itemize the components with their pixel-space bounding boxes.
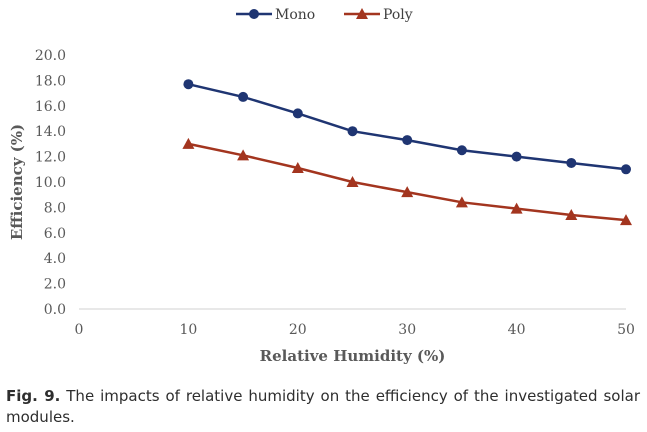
data-point — [182, 137, 195, 149]
data-point — [402, 135, 413, 146]
y-tick-label: 10.0 — [35, 175, 66, 191]
x-tick-label: 10 — [179, 322, 197, 338]
y-tick-label: 18.0 — [35, 73, 66, 89]
legend-marker — [249, 9, 259, 19]
legend: Mono Poly — [236, 7, 413, 23]
series-line — [188, 82, 627, 171]
data-point — [620, 214, 632, 226]
data-point — [565, 209, 578, 221]
y-tick-label: 2.0 — [44, 277, 66, 293]
series-poly — [182, 137, 632, 226]
figure-label: Fig. 9. — [6, 387, 61, 405]
legend-marker — [356, 8, 368, 19]
data-point — [292, 108, 303, 119]
y-axis-title: Efficiency (%) — [8, 124, 26, 240]
legend-label: Poly — [383, 7, 413, 23]
y-tick-label: 0.0 — [44, 302, 66, 318]
data-point — [511, 151, 522, 162]
x-axis-title: Relative Humidity (%) — [260, 347, 446, 365]
data-point — [238, 91, 249, 102]
y-tick-label: 14.0 — [35, 124, 66, 140]
y-tick-label: 20.0 — [35, 48, 66, 64]
legend-item-poly: Poly — [344, 7, 413, 23]
x-tick-labels: 0 10 20 30 40 50 — [75, 322, 635, 338]
y-tick-label: 4.0 — [44, 251, 66, 267]
x-tick-label: 20 — [289, 322, 307, 338]
y-tick-label: 12.0 — [35, 150, 66, 166]
x-tick-label: 0 — [75, 322, 84, 338]
y-tick-labels: 0.0 2.0 4.0 6.0 8.0 10.0 12.0 14.0 16.0 18.0 20.0 — [35, 48, 66, 318]
data-point — [566, 157, 577, 168]
data-point — [183, 79, 194, 90]
figure-caption: Fig. 9. The impacts of relative humidity… — [6, 386, 640, 428]
data-point — [621, 164, 631, 175]
y-tick-label: 16.0 — [35, 99, 66, 115]
data-point — [291, 162, 304, 174]
y-tick-label: 8.0 — [44, 200, 66, 216]
data-point — [347, 126, 358, 137]
legend-label: Mono — [275, 7, 315, 23]
caption-text: The impacts of relative humidity on the … — [6, 387, 640, 426]
line-chart: Mono Poly 0.0 2.0 4.0 6.0 8.0 10.0 12.0 14.0 16.0… — [8, 7, 635, 365]
x-tick-label: 30 — [398, 322, 416, 338]
data-point — [455, 196, 468, 208]
series-group — [182, 79, 632, 226]
data-point — [237, 149, 250, 161]
legend-item-mono: Mono — [236, 7, 315, 23]
series-mono — [183, 79, 631, 175]
data-point — [456, 145, 467, 156]
data-point — [346, 176, 359, 187]
data-point — [401, 186, 414, 198]
x-tick-label: 50 — [617, 322, 635, 338]
y-tick-label: 6.0 — [44, 226, 66, 242]
data-point — [510, 202, 523, 214]
series-line — [188, 142, 627, 222]
x-tick-label: 40 — [508, 322, 526, 338]
